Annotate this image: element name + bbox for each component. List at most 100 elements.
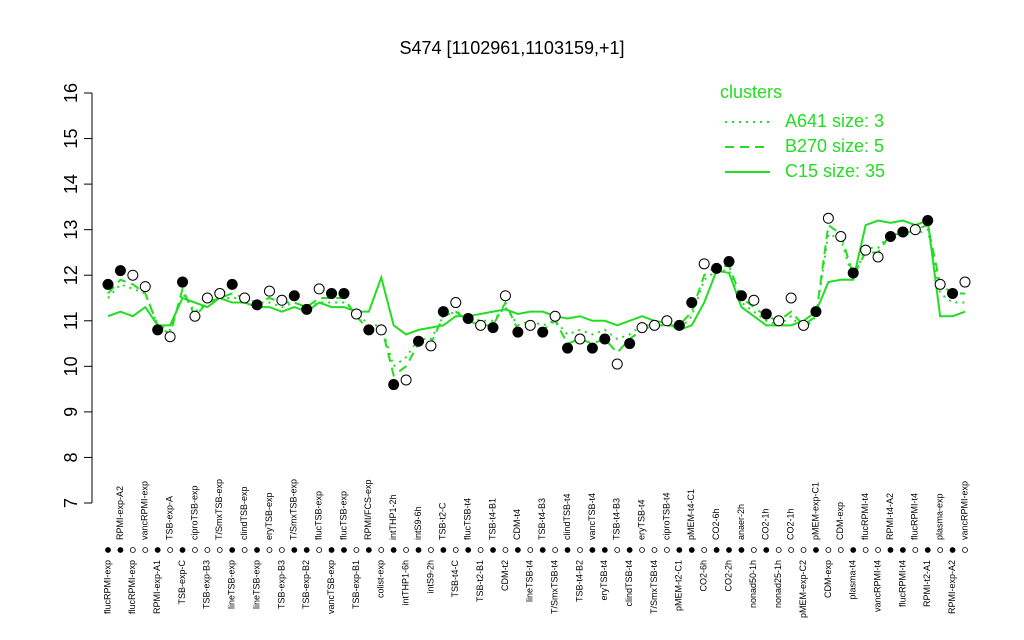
sample-point bbox=[251, 299, 263, 311]
sample-dot bbox=[328, 547, 335, 553]
sample-point bbox=[884, 231, 896, 242]
sample-point bbox=[363, 324, 375, 336]
sample-dot bbox=[378, 547, 385, 553]
sample-point bbox=[934, 278, 946, 290]
x-tick-label: TSB-t4-B2 bbox=[574, 560, 584, 602]
sample-dot bbox=[502, 547, 509, 553]
sample-point bbox=[611, 358, 623, 370]
sample-point bbox=[760, 308, 772, 320]
y-tick-label: 14 bbox=[61, 174, 81, 194]
x-tick-label: pMEM-t4-C1 bbox=[686, 489, 696, 540]
x-tick-label: pMEM-exp-C2 bbox=[798, 560, 808, 618]
sample-point bbox=[413, 335, 425, 347]
sample-dot bbox=[316, 547, 323, 553]
sample-point bbox=[524, 319, 536, 331]
sample-point bbox=[350, 308, 362, 320]
legend-label: A641 size: 3 bbox=[785, 111, 884, 131]
x-tick-label: vancTSB-exp bbox=[326, 560, 336, 614]
sample-point bbox=[375, 324, 387, 336]
sample-dot bbox=[589, 547, 596, 553]
sample-dot bbox=[825, 547, 832, 553]
sample-point bbox=[152, 324, 164, 336]
sample-dot bbox=[837, 547, 844, 553]
sample-point bbox=[872, 251, 884, 263]
x-tick-label: ciproTSB-t4 bbox=[661, 492, 671, 540]
sample-point bbox=[437, 306, 449, 318]
sample-dot bbox=[303, 547, 310, 553]
x-tick-label: RPMI/FCS-exp bbox=[363, 479, 373, 540]
sample-dot bbox=[688, 547, 695, 553]
sample-dot bbox=[428, 547, 434, 553]
sample-dot bbox=[614, 547, 621, 553]
sample-dot bbox=[676, 547, 683, 553]
sample-point bbox=[512, 326, 524, 338]
sample-point bbox=[263, 285, 275, 297]
x-tick-label: lineTSB-t4 bbox=[525, 560, 535, 602]
sample-point bbox=[462, 313, 474, 324]
sample-dot bbox=[601, 547, 608, 553]
sample-point bbox=[810, 306, 822, 318]
sample-dot bbox=[341, 547, 347, 553]
sample-dot bbox=[750, 547, 757, 553]
x-tick-label: lineTSB-exp bbox=[227, 560, 237, 609]
x-tick-label: TSB-exp-B3 bbox=[202, 560, 212, 609]
sample-dot bbox=[514, 547, 521, 553]
x-tick-label: CDM-exp bbox=[835, 502, 845, 540]
x-tick-label: nonad25-1h bbox=[773, 560, 783, 608]
sample-point bbox=[909, 224, 921, 236]
x-tick-label: flucTSB-t4 bbox=[463, 498, 473, 540]
sample-dot bbox=[179, 547, 186, 553]
x-tick-label: TSB-t2-B1 bbox=[475, 560, 485, 602]
x-tick-label: intS9-6h bbox=[413, 506, 423, 540]
sample-point bbox=[475, 319, 487, 331]
sample-dot bbox=[254, 547, 260, 553]
sample-point bbox=[388, 379, 400, 391]
sample-dot bbox=[415, 547, 422, 553]
x-tick-label: TSB-t2-C bbox=[438, 502, 448, 540]
x-tick-label: T/SmxTSB-t4 bbox=[550, 560, 560, 614]
sample-point bbox=[301, 303, 313, 315]
x-tick-label: plasma-exp bbox=[935, 493, 945, 540]
sample-dot bbox=[701, 547, 708, 553]
x-tick-label: vancRPMI-exp bbox=[959, 481, 969, 540]
sample-point bbox=[748, 294, 760, 306]
legend-label: C15 size: 35 bbox=[785, 161, 885, 181]
sample-point bbox=[226, 278, 238, 290]
sample-dot bbox=[241, 547, 248, 553]
sample-dot bbox=[713, 547, 720, 553]
sample-dot bbox=[664, 547, 670, 553]
sample-dot bbox=[204, 547, 211, 553]
sample-dot bbox=[291, 547, 298, 553]
x-tick-label: flucRPMI-exp bbox=[127, 560, 137, 614]
sample-point bbox=[487, 322, 499, 334]
x-tick-label: ciproTSB-exp bbox=[189, 485, 199, 540]
sample-point bbox=[338, 287, 350, 299]
x-tick-label: RPMI-t2-A1 bbox=[922, 560, 932, 607]
sample-point bbox=[686, 297, 698, 309]
x-tick-label: TSB-exp-A bbox=[164, 496, 174, 540]
x-tick-label: intTHP1-2h bbox=[388, 494, 398, 540]
x-tick-label: CDM-t4 bbox=[512, 509, 522, 540]
x-tick-label: flucRPMI-t4 bbox=[860, 493, 870, 540]
x-tick-label: RPMI-t4-A2 bbox=[885, 493, 895, 540]
sample-dot bbox=[105, 547, 111, 553]
sample-dot bbox=[154, 547, 161, 553]
sample-dot bbox=[577, 547, 583, 553]
sample-point bbox=[711, 262, 723, 274]
sample-dot bbox=[539, 547, 546, 553]
sample-point bbox=[177, 276, 189, 288]
x-tick-label: TSB-t4-B3 bbox=[612, 498, 622, 540]
cluster-line bbox=[107, 223, 965, 378]
sample-dot bbox=[390, 547, 397, 553]
sample-dot bbox=[278, 547, 285, 553]
sample-dot bbox=[875, 547, 881, 553]
x-tick-label: intS9-2h bbox=[425, 560, 435, 594]
sample-point bbox=[313, 283, 325, 295]
sample-point bbox=[785, 292, 797, 304]
x-tick-label: CO2-1h bbox=[785, 508, 795, 540]
sample-point bbox=[189, 310, 201, 322]
x-tick-label: TSB-exp-C bbox=[177, 560, 187, 605]
sample-point bbox=[201, 292, 213, 304]
sample-point bbox=[773, 315, 785, 327]
sample-dot bbox=[850, 547, 857, 553]
